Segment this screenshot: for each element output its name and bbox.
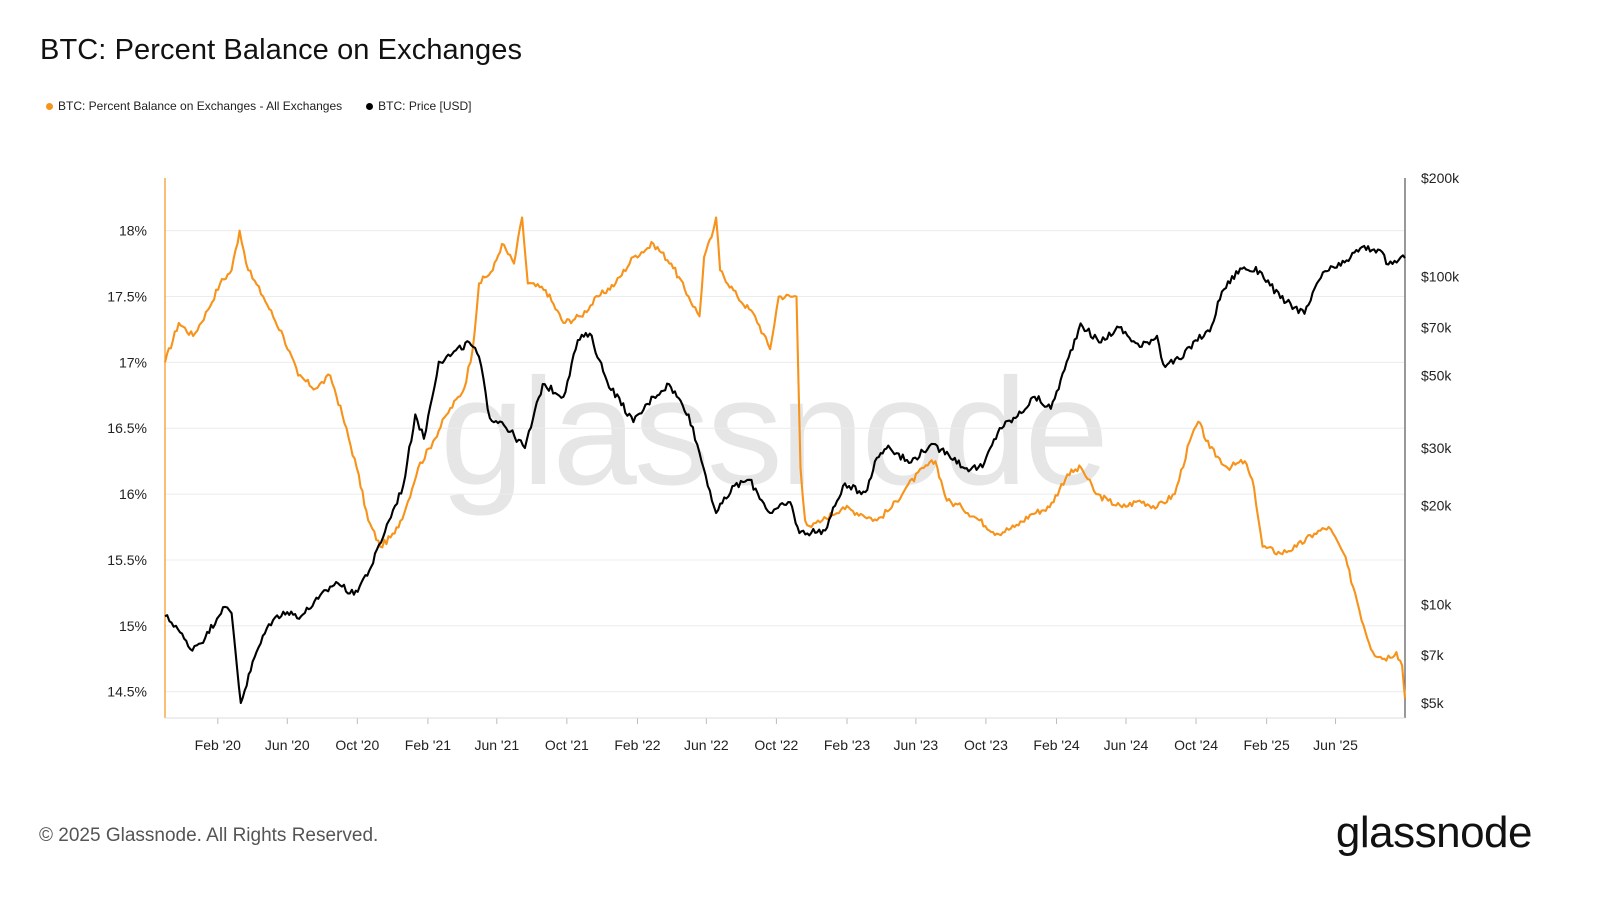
series-line-price xyxy=(164,244,1406,705)
x-tick-label: Feb '25 xyxy=(1244,737,1290,753)
y-right-tick-label: $20k xyxy=(1421,498,1452,514)
x-tick-label: Feb '22 xyxy=(614,737,660,753)
y-right-tick-label: $50k xyxy=(1421,367,1452,383)
y-left-tick-label: 15% xyxy=(119,618,147,634)
legend-item-price[interactable]: BTC: Price [USD] xyxy=(366,99,472,113)
y-left-tick-label: 15.5% xyxy=(107,552,147,568)
legend-dot-icon xyxy=(366,102,374,110)
x-tick-label: Oct '24 xyxy=(1174,737,1218,753)
legend-dot-icon xyxy=(46,102,53,110)
chart-legend: BTC: Percent Balance on Exchanges - All … xyxy=(46,99,472,113)
chart-title: BTC: Percent Balance on Exchanges xyxy=(40,34,523,66)
y-left-tick-label: 17% xyxy=(119,354,147,370)
x-tick-label: Jun '20 xyxy=(265,737,310,753)
brand-logo: glassnode xyxy=(1335,808,1533,857)
y-right-tick-label: $30k xyxy=(1421,440,1452,456)
x-tick-label: Jun '21 xyxy=(474,737,519,753)
y-right-tick-label: $70k xyxy=(1421,319,1452,335)
y-left-tick-label: 17.5% xyxy=(107,289,147,305)
x-tick-label: Jun '25 xyxy=(1313,737,1358,753)
y-left-tick-label: 18% xyxy=(119,223,147,239)
x-tick-label: Feb '24 xyxy=(1033,737,1079,753)
x-tick-label: Jun '24 xyxy=(1104,737,1149,753)
y-left-tick-label: 16.5% xyxy=(107,420,147,436)
x-tick-label: Jun '22 xyxy=(684,737,729,753)
y-right-tick-label: $10k xyxy=(1421,596,1452,612)
x-tick-label: Oct '20 xyxy=(335,737,379,753)
y-right-tick-label: $5k xyxy=(1421,695,1445,711)
x-tick-label: Feb '21 xyxy=(405,737,451,753)
x-tick-label: Jun '23 xyxy=(894,737,939,753)
x-tick-label: Oct '21 xyxy=(545,737,589,753)
legend-label-price: BTC: Price [USD] xyxy=(378,99,472,113)
copyright-text: © 2025 Glassnode. All Rights Reserved. xyxy=(39,825,379,846)
x-tick-label: Oct '22 xyxy=(754,737,798,753)
y-left-tick-label: 16% xyxy=(119,486,147,502)
x-tick-label: Feb '23 xyxy=(824,737,870,753)
series-line-balance xyxy=(163,216,1407,699)
x-tick-label: Oct '23 xyxy=(964,737,1008,753)
y-right-tick-label: $100k xyxy=(1421,269,1460,285)
legend-item-balance[interactable]: BTC: Percent Balance on Exchanges - All … xyxy=(46,99,342,113)
x-tick-label: Feb '20 xyxy=(195,737,241,753)
y-right-tick-label: $7k xyxy=(1421,647,1445,663)
y-right-tick-label: $200k xyxy=(1421,170,1460,186)
legend-label-balance: BTC: Percent Balance on Exchanges - All … xyxy=(58,99,343,113)
y-left-tick-label: 14.5% xyxy=(107,684,147,700)
